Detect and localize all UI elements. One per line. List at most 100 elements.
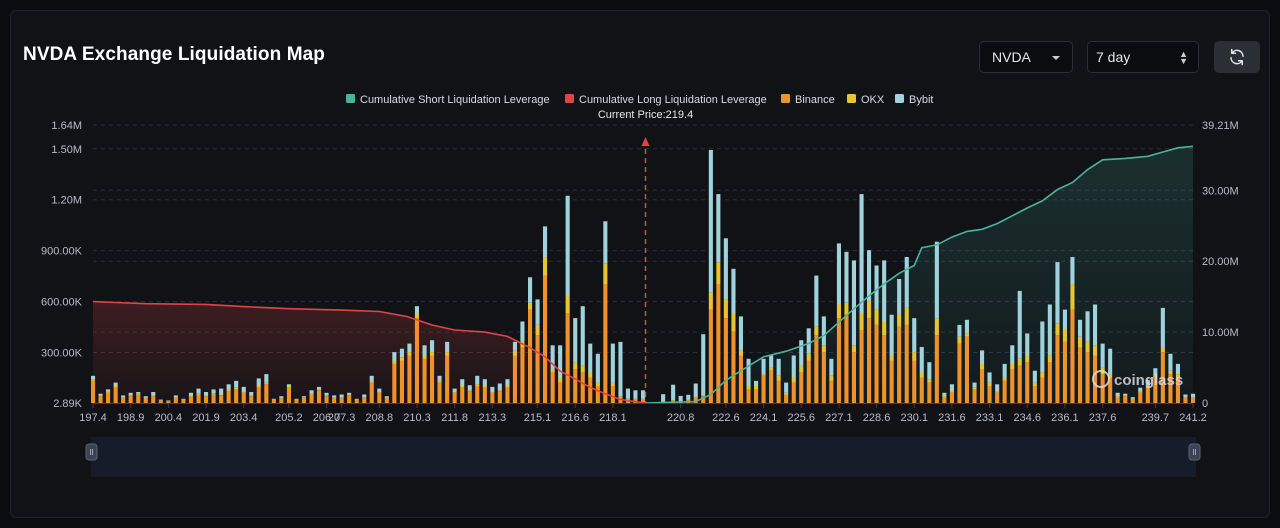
bar-okx [723, 299, 728, 319]
bar-bybit [362, 394, 367, 397]
x-axis-tick-label: 198.9 [117, 412, 145, 424]
bar-binance [806, 360, 811, 403]
bar-bybit [181, 398, 186, 400]
bar-okx [1160, 347, 1165, 353]
symbol-select[interactable]: NVDA [979, 41, 1073, 73]
symbol-select-value: NVDA [992, 49, 1031, 65]
bar-binance [769, 370, 774, 403]
bar-binance [1123, 396, 1128, 403]
bar-okx [980, 363, 985, 369]
legend-label: Binance [795, 94, 835, 106]
x-axis-tick-label: 211.8 [441, 412, 468, 424]
bar-bybit [113, 382, 118, 386]
bar-bybit [927, 362, 932, 380]
bar-binance [761, 375, 766, 403]
bar-bybit [249, 392, 254, 396]
bar-okx [829, 375, 834, 381]
coinglass-logo-icon [1092, 370, 1110, 388]
bar-bybit [460, 379, 465, 386]
x-axis-tick-label: 216.6 [561, 412, 589, 424]
bar-okx [392, 360, 397, 364]
x-axis-tick-label: 218.1 [599, 412, 627, 424]
bar-bybit [723, 238, 728, 300]
bar-binance [874, 324, 879, 403]
bar-bybit [738, 316, 743, 351]
bar-bybit [1093, 304, 1098, 346]
page-title: NVDA Exchange Liquidation Map [23, 44, 325, 65]
bar-bybit [897, 279, 902, 313]
bar-binance [354, 399, 359, 403]
bar-okx [558, 377, 563, 383]
bar-bybit [980, 350, 985, 364]
x-axis-tick-label: 227.1 [825, 412, 853, 424]
bar-okx [362, 397, 367, 398]
bar-okx [211, 393, 216, 395]
bar-okx [1153, 375, 1158, 378]
bar-bybit [693, 383, 698, 398]
bar-bybit [430, 340, 435, 353]
bar-bybit [1002, 363, 1007, 378]
bar-binance [188, 397, 193, 403]
bar-bybit [286, 384, 291, 386]
bar-bybit [746, 358, 751, 386]
bar-bybit [543, 226, 548, 257]
bar-okx [113, 386, 118, 388]
bar-binance [987, 386, 992, 403]
bar-bybit [445, 341, 450, 353]
x-axis-tick-label: 233.1 [976, 412, 1004, 424]
bar-bybit [98, 393, 103, 396]
refresh-icon [1230, 48, 1244, 66]
x-axis-tick-label: 241.2 [1179, 412, 1207, 424]
legend-label: Bybit [909, 94, 933, 106]
bar-okx [995, 391, 1000, 393]
bar-binance [595, 386, 600, 403]
bar-bybit [1010, 345, 1015, 364]
bar-okx [1085, 341, 1090, 353]
bar-bybit [618, 341, 623, 397]
bar-okx [610, 382, 615, 386]
bar-binance [256, 387, 261, 403]
bar-okx [671, 399, 676, 401]
bar-okx [512, 350, 517, 356]
bar-binance [1100, 374, 1105, 403]
bar-okx [399, 357, 404, 361]
bar-binance [520, 347, 525, 403]
bar-binance [1070, 309, 1075, 403]
bar-bybit [294, 398, 299, 400]
bar-okx [422, 355, 427, 359]
zoom-slider[interactable] [85, 437, 1201, 477]
bar-binance [565, 313, 570, 403]
slider-handle-left[interactable] [85, 443, 98, 461]
bar-binance [641, 399, 646, 403]
bar-binance [1175, 377, 1180, 403]
slider-handle-right[interactable] [1188, 443, 1201, 461]
x-axis-tick-label: 206.7 [313, 412, 341, 424]
left-axis-tick-label: 900.00K [41, 246, 83, 258]
bar-binance [723, 318, 728, 403]
bar-okx [904, 307, 909, 325]
bar-okx [641, 398, 646, 400]
bar-bybit [912, 318, 917, 353]
bar-binance [317, 390, 322, 403]
bar-bybit [844, 251, 849, 303]
bar-binance [362, 397, 367, 403]
bar-okx [776, 375, 781, 381]
bar-okx [867, 301, 872, 319]
bar-binance [1145, 387, 1150, 403]
x-axis-tick-label: 197.4 [79, 412, 107, 424]
bar-okx [927, 379, 932, 383]
bar-binance [264, 384, 269, 403]
bar-okx [467, 390, 472, 392]
bar-binance [1115, 397, 1120, 403]
bar-binance [859, 330, 864, 403]
bar-binance [867, 318, 872, 403]
refresh-button[interactable] [1214, 41, 1260, 73]
bar-binance [377, 392, 382, 403]
time-range-select[interactable]: 7 day ▲ ▼ [1087, 41, 1199, 73]
left-axis-tick-label: 600.00K [41, 297, 83, 309]
bar-binance [588, 377, 593, 403]
bar-okx [437, 380, 442, 383]
bar-binance [128, 396, 133, 403]
bar-okx [1055, 323, 1060, 336]
bar-bybit [1115, 392, 1120, 397]
